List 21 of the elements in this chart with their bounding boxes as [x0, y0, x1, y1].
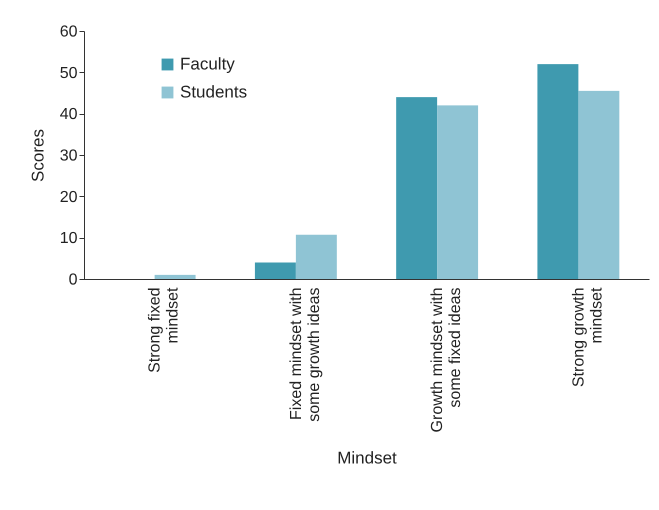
bar — [254, 262, 296, 279]
y-tick-label: 10 — [60, 230, 78, 248]
x-tick-label: Growth mindset with some fixed ideas — [429, 288, 464, 432]
x-axis-title: Mindset — [337, 448, 398, 468]
bar — [578, 90, 620, 279]
legend-label: Faculty — [180, 54, 236, 74]
y-tick-label: 20 — [60, 188, 78, 206]
bar — [296, 234, 337, 279]
bar — [537, 64, 578, 279]
y-tick-label: 30 — [60, 148, 78, 164]
y-tick-label: 50 — [60, 64, 78, 82]
legend-label: Students — [180, 82, 248, 102]
y-tick-label: 0 — [68, 272, 78, 288]
y-tick-label: 40 — [60, 106, 78, 124]
bar — [396, 97, 438, 279]
y-tick-label: 60 — [60, 24, 78, 40]
x-tick-label: Strong growth mindset — [570, 286, 606, 388]
bar — [154, 274, 196, 279]
y-axis-title: Scores — [28, 129, 48, 182]
bar — [437, 105, 478, 279]
x-tick-label: Strong fixed mindset — [146, 286, 182, 373]
